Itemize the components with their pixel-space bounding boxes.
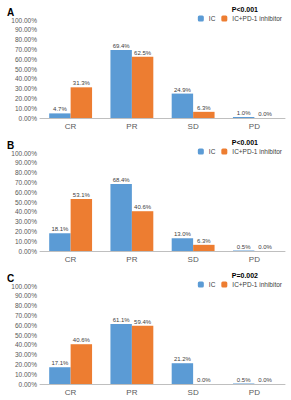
svg-text:0.0%: 0.0%: [197, 377, 211, 383]
svg-text:30.00%: 30.00%: [15, 218, 37, 225]
svg-text:0.00%: 0.00%: [19, 248, 38, 255]
svg-text:20.00%: 20.00%: [15, 228, 37, 235]
svg-text:PR: PR: [126, 255, 137, 264]
svg-text:P<0.001: P<0.001: [232, 6, 258, 13]
svg-text:CR: CR: [65, 388, 77, 397]
svg-text:100.00%: 100.00%: [11, 150, 37, 157]
svg-text:30.00%: 30.00%: [15, 85, 37, 92]
svg-text:0.0%: 0.0%: [258, 111, 272, 117]
svg-text:13.0%: 13.0%: [174, 231, 192, 237]
svg-text:90.00%: 90.00%: [15, 292, 37, 299]
svg-text:0.0%: 0.0%: [258, 377, 272, 383]
svg-text:PR: PR: [126, 388, 137, 397]
svg-text:80.00%: 80.00%: [15, 302, 37, 309]
svg-text:100.00%: 100.00%: [11, 17, 37, 24]
svg-text:31.3%: 31.3%: [73, 80, 91, 86]
svg-text:24.9%: 24.9%: [174, 87, 192, 93]
svg-text:40.00%: 40.00%: [15, 75, 37, 82]
svg-text:PD: PD: [249, 388, 260, 397]
svg-text:70.00%: 70.00%: [15, 46, 37, 53]
svg-text:50.00%: 50.00%: [15, 332, 37, 339]
svg-text:PD: PD: [249, 122, 260, 131]
svg-text:10.00%: 10.00%: [15, 105, 37, 112]
svg-text:0.00%: 0.00%: [19, 381, 38, 388]
svg-text:30.00%: 30.00%: [15, 351, 37, 358]
svg-text:62.5%: 62.5%: [134, 50, 152, 56]
svg-text:IC+PD-1 inhibitor: IC+PD-1 inhibitor: [232, 281, 283, 288]
svg-text:70.00%: 70.00%: [15, 312, 37, 319]
svg-text:P=0.002: P=0.002: [232, 272, 258, 279]
svg-text:61.1%: 61.1%: [113, 317, 131, 323]
svg-text:80.00%: 80.00%: [15, 169, 37, 176]
svg-text:20.00%: 20.00%: [15, 361, 37, 368]
svg-text:6.3%: 6.3%: [197, 105, 211, 111]
svg-text:53.1%: 53.1%: [73, 192, 91, 198]
svg-text:SD: SD: [188, 122, 199, 131]
svg-text:IC: IC: [209, 148, 216, 155]
svg-text:SD: SD: [188, 255, 199, 264]
svg-text:60.00%: 60.00%: [15, 56, 37, 63]
svg-text:IC+PD-1 inhibitor: IC+PD-1 inhibitor: [232, 148, 283, 155]
svg-text:60.00%: 60.00%: [15, 322, 37, 329]
svg-text:IC+PD-1 inhibitor: IC+PD-1 inhibitor: [232, 15, 283, 22]
svg-text:40.00%: 40.00%: [15, 341, 37, 348]
svg-text:4.7%: 4.7%: [53, 106, 67, 112]
svg-text:CR: CR: [65, 122, 77, 131]
svg-text:21.2%: 21.2%: [174, 356, 192, 362]
svg-text:SD: SD: [188, 388, 199, 397]
svg-text:PD: PD: [249, 255, 260, 264]
svg-text:C: C: [7, 273, 14, 284]
svg-text:40.6%: 40.6%: [73, 337, 91, 343]
svg-text:IC: IC: [209, 15, 216, 22]
svg-text:80.00%: 80.00%: [15, 36, 37, 43]
svg-text:10.00%: 10.00%: [15, 371, 37, 378]
svg-text:20.00%: 20.00%: [15, 95, 37, 102]
svg-text:0.0%: 0.0%: [258, 244, 272, 250]
svg-text:18.1%: 18.1%: [51, 226, 69, 232]
svg-text:90.00%: 90.00%: [15, 26, 37, 33]
svg-text:10.00%: 10.00%: [15, 238, 37, 245]
svg-text:100.00%: 100.00%: [11, 283, 37, 290]
svg-text:6.3%: 6.3%: [197, 238, 211, 244]
svg-text:70.00%: 70.00%: [15, 179, 37, 186]
svg-text:50.00%: 50.00%: [15, 199, 37, 206]
svg-text:69.4%: 69.4%: [113, 43, 131, 49]
svg-text:40.00%: 40.00%: [15, 208, 37, 215]
svg-text:0.5%: 0.5%: [237, 377, 251, 383]
svg-text:59.4%: 59.4%: [134, 319, 152, 325]
svg-text:50.00%: 50.00%: [15, 66, 37, 73]
svg-text:IC: IC: [209, 281, 216, 288]
svg-text:60.00%: 60.00%: [15, 189, 37, 196]
svg-text:17.1%: 17.1%: [51, 360, 69, 366]
svg-text:CR: CR: [65, 255, 77, 264]
svg-text:B: B: [7, 140, 14, 151]
svg-text:PR: PR: [126, 122, 137, 131]
svg-text:P<0.001: P<0.001: [232, 139, 258, 146]
svg-text:1.0%: 1.0%: [237, 110, 251, 116]
svg-text:68.4%: 68.4%: [113, 177, 131, 183]
svg-text:90.00%: 90.00%: [15, 159, 37, 166]
svg-text:A: A: [7, 7, 14, 18]
svg-text:0.5%: 0.5%: [237, 244, 251, 250]
svg-text:40.6%: 40.6%: [134, 204, 152, 210]
svg-text:0.00%: 0.00%: [19, 115, 38, 122]
